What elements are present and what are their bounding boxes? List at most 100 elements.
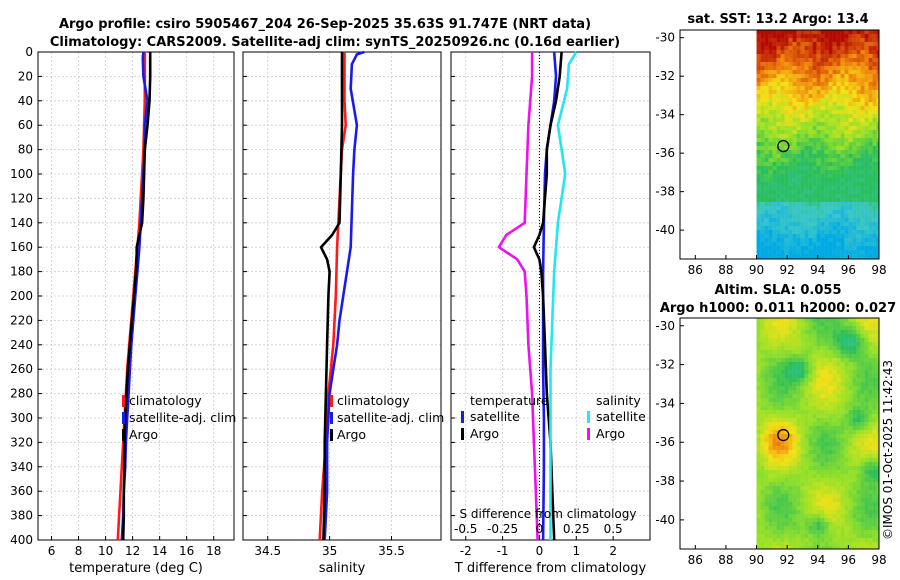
map-cell [864, 190, 869, 194]
map-cell [808, 86, 813, 90]
map-cell [792, 106, 797, 110]
map-cell [784, 426, 789, 430]
map-cell [764, 494, 769, 498]
map-cell [792, 230, 797, 234]
map-cell [872, 126, 877, 130]
map-cell [856, 410, 861, 414]
map-cell [840, 330, 845, 334]
map-cell [792, 38, 797, 42]
map-cell [844, 210, 849, 214]
map-cell [816, 114, 821, 118]
map-cell [856, 534, 861, 538]
map-cell [768, 386, 773, 390]
map-cell [804, 122, 809, 126]
map-cell [796, 38, 801, 42]
map-cell [820, 194, 825, 198]
legend-label: Argo [596, 426, 625, 441]
map-cell [876, 190, 879, 194]
map-cell [836, 538, 841, 542]
map-cell [816, 418, 821, 422]
map-cell [776, 158, 781, 162]
map-cell [764, 70, 769, 74]
map-cell [828, 390, 833, 394]
map-cell [796, 178, 801, 182]
map-cell [876, 142, 879, 146]
map-cell [796, 334, 801, 338]
map-cell [804, 134, 809, 138]
map-cell [820, 58, 825, 62]
map-cell [852, 366, 857, 370]
map-cell [804, 222, 809, 226]
map-cell [832, 210, 837, 214]
map-cell [840, 62, 845, 66]
map-cell [760, 490, 765, 494]
map-cell [816, 542, 821, 546]
map-cell [828, 162, 833, 166]
map-cell [852, 194, 857, 198]
map-cell [756, 230, 761, 234]
map-cell [796, 410, 801, 414]
map-cell [828, 370, 833, 374]
map-cell [848, 458, 853, 462]
map-cell [824, 458, 829, 462]
map-cell [848, 378, 853, 382]
map-cell [756, 174, 761, 178]
map-cell [836, 394, 841, 398]
map-cell [784, 490, 789, 494]
map-cell [792, 510, 797, 514]
map-cell [768, 54, 773, 58]
map-cell [856, 214, 861, 218]
map-cell [776, 374, 781, 378]
map-cell [784, 518, 789, 522]
map-cell [756, 490, 761, 494]
map-cell [792, 434, 797, 438]
map-cell [848, 418, 853, 422]
map-cell [836, 94, 841, 98]
map-cell [852, 134, 857, 138]
map-cell [876, 350, 879, 354]
map-cell [760, 218, 765, 222]
map-cell [872, 514, 877, 518]
map-cell [860, 422, 865, 426]
map-cell [840, 442, 845, 446]
map-cell [764, 422, 769, 426]
map-cell [772, 202, 777, 206]
map-cell [812, 330, 817, 334]
map-cell [844, 430, 849, 434]
map-cell [788, 150, 793, 154]
map-cell [824, 342, 829, 346]
map-cell [764, 370, 769, 374]
map-cell [828, 494, 833, 498]
map-cell [852, 66, 857, 70]
map-cell [836, 366, 841, 370]
map-cell [772, 422, 777, 426]
map-cell [792, 42, 797, 46]
map-cell [764, 466, 769, 470]
map-x-tick-label: 98 [871, 263, 886, 277]
map-cell [780, 430, 785, 434]
map-cell [792, 454, 797, 458]
map-cell [772, 390, 777, 394]
map-cell [756, 526, 761, 530]
map-cell [872, 350, 877, 354]
map-cell [832, 470, 837, 474]
map-cell [800, 446, 805, 450]
map-cell [848, 538, 853, 542]
map-cell [852, 246, 857, 250]
map-cell [872, 470, 877, 474]
map-cell [768, 446, 773, 450]
map-cell [776, 70, 781, 74]
map-cell [844, 134, 849, 138]
map-cell [800, 490, 805, 494]
map-cell [772, 238, 777, 242]
map-cell [812, 230, 817, 234]
map-cell [856, 514, 861, 518]
map-cell [796, 114, 801, 118]
map-cell [784, 186, 789, 190]
map-cell [760, 382, 765, 386]
map-cell [808, 490, 813, 494]
map-cell [808, 182, 813, 186]
map-cell [772, 386, 777, 390]
map-cell [804, 374, 809, 378]
map-cell [836, 34, 841, 38]
